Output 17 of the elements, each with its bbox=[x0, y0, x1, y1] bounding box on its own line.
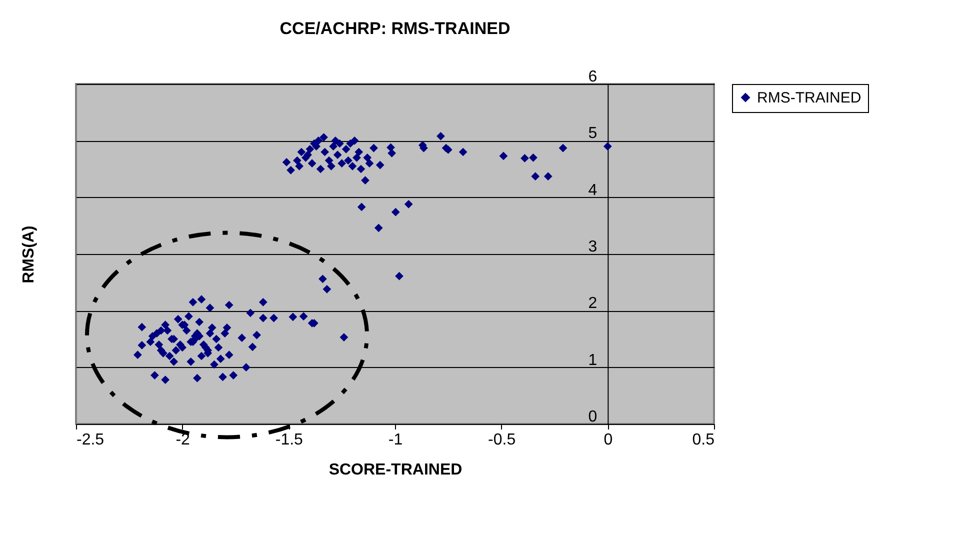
y-tick-label: 6 bbox=[588, 68, 598, 86]
legend-label: RMS-TRAINED bbox=[757, 90, 862, 106]
x-tick-label: -0.5 bbox=[488, 432, 516, 448]
y-tick-label: 5 bbox=[588, 125, 598, 142]
y-tick-label: 3 bbox=[588, 238, 598, 256]
x-tick-label: -1.5 bbox=[275, 432, 304, 448]
chart-title: CCE/ACHRP: RMS-TRAINED bbox=[280, 19, 510, 38]
x-axis-title: SCORE-TRAINED bbox=[328, 462, 462, 478]
x-tick-label: -2.5 bbox=[76, 432, 104, 448]
y-tick-label: 1 bbox=[588, 352, 598, 369]
y-tick-label: 0 bbox=[588, 408, 598, 426]
x-tick-label: 0 bbox=[604, 432, 613, 448]
y-tick-label: 2 bbox=[588, 295, 598, 312]
x-tick-label: -1 bbox=[388, 432, 403, 448]
x-tick-label: 0.5 bbox=[692, 432, 715, 448]
y-axis-title: RMS(A) bbox=[20, 226, 38, 284]
y-tick-label: 4 bbox=[588, 182, 598, 199]
